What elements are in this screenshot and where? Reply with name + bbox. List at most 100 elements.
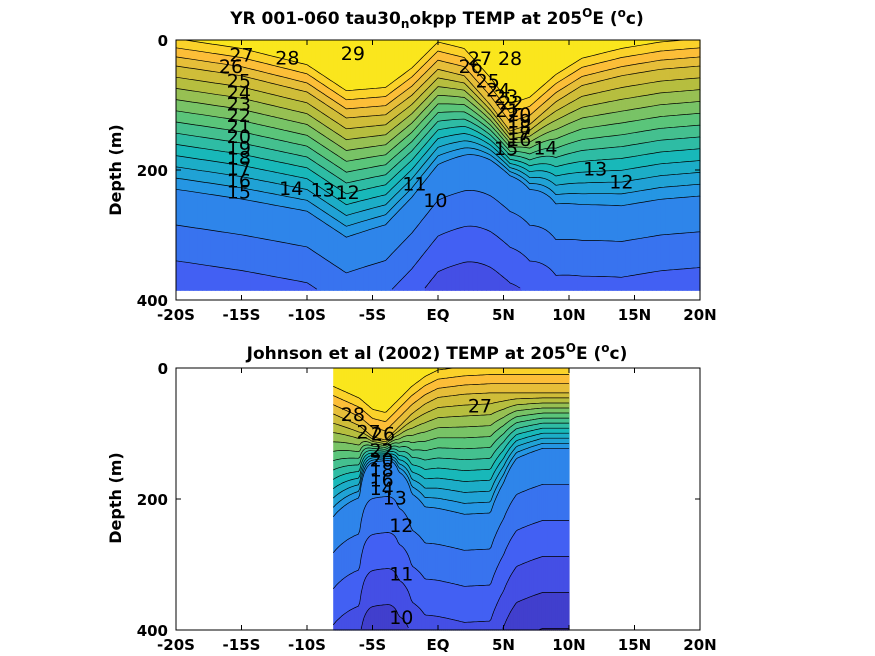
field-cell [502, 434, 505, 443]
contour-label-20: 20 [370, 450, 394, 472]
field-cell [460, 416, 464, 428]
field-cell [458, 470, 462, 482]
isotherm-16 [332, 442, 569, 508]
field-cell [617, 146, 622, 160]
field-cell [366, 574, 370, 612]
field-cell [302, 189, 308, 201]
field-cell [543, 392, 547, 399]
field-cell [595, 182, 601, 195]
field-cell [324, 115, 330, 128]
field-cell [215, 40, 221, 46]
field-cell [472, 94, 478, 101]
field-cell [525, 415, 529, 422]
field-cell [320, 40, 326, 76]
field-cell [484, 458, 488, 471]
field-cell [525, 181, 531, 188]
field-cell [355, 269, 360, 291]
field-cell [595, 63, 601, 74]
field-cell [276, 95, 282, 108]
field-cell [541, 438, 545, 444]
field-cell [513, 436, 517, 443]
field-cell [599, 91, 605, 104]
field-cell [560, 40, 566, 71]
field-cell [409, 456, 413, 464]
field-cell [486, 153, 491, 160]
field-cell [344, 504, 348, 542]
field-cell [250, 236, 256, 274]
field-cell [516, 137, 522, 143]
field-cell [490, 268, 496, 291]
field-cell [267, 82, 273, 95]
field-cell [533, 419, 537, 426]
x-axis: -20S -15S -10S -5S EQ 5N 10N 15N 20N [157, 368, 717, 654]
field-cell [507, 131, 513, 136]
field-cell [197, 114, 203, 127]
field-cell [519, 456, 523, 494]
field-cell [603, 170, 609, 183]
field-cell [409, 449, 413, 457]
field-cell [476, 368, 480, 376]
field-cell [416, 143, 422, 154]
field-cell [460, 394, 464, 406]
field-cell [577, 150, 583, 163]
field-cell [466, 375, 470, 386]
field-cell [529, 488, 533, 526]
field-cell [442, 95, 448, 105]
field-cell [390, 439, 393, 443]
field-cell [651, 141, 657, 154]
field-cell [503, 137, 509, 143]
field-cell [525, 442, 529, 450]
field-cell [456, 437, 460, 450]
field-cell [504, 431, 507, 441]
field-cell [413, 465, 417, 474]
field-cell [390, 446, 393, 450]
field-cell [451, 490, 454, 502]
field-cell [537, 368, 541, 376]
field-cell [298, 40, 304, 64]
field-cell [557, 374, 560, 385]
field-cell [515, 383, 519, 394]
contour-label-12: 12 [336, 182, 360, 204]
field-cell [328, 151, 334, 163]
field-cell [500, 595, 503, 631]
field-cell [431, 468, 435, 479]
field-cell [647, 272, 653, 291]
field-cell [573, 120, 579, 132]
field-cell [451, 437, 454, 449]
field-cell [480, 374, 484, 385]
field-cell [324, 86, 330, 97]
field-cell [494, 499, 497, 537]
field-cell [380, 533, 383, 570]
field-cell [180, 145, 186, 158]
field-cell [459, 141, 465, 150]
field-cell [481, 146, 487, 153]
field-cell [682, 149, 688, 163]
field-cell [665, 41, 671, 52]
field-cell [359, 221, 365, 233]
field-cell [567, 556, 570, 594]
field-cell [472, 375, 476, 386]
field-cell [682, 90, 688, 104]
field-cell [682, 102, 688, 116]
field-cell [515, 374, 519, 385]
field-cell [563, 433, 566, 439]
field-cell [561, 592, 564, 630]
x-tick-label: 20N [683, 636, 716, 654]
field-cell [289, 244, 295, 281]
field-cell [364, 577, 368, 615]
field-cell [258, 202, 264, 239]
field-cell [551, 236, 557, 274]
field-cell [472, 470, 476, 482]
field-cell [439, 427, 442, 439]
field-cell [421, 575, 425, 613]
field-cell [512, 457, 515, 465]
field-cell [254, 168, 260, 181]
field-cell [350, 472, 354, 481]
field-cell [513, 423, 517, 431]
field-cell [519, 492, 523, 530]
field-cell [634, 132, 640, 145]
field-cell [533, 424, 537, 431]
field-cell [527, 561, 531, 599]
field-cell [586, 138, 592, 151]
